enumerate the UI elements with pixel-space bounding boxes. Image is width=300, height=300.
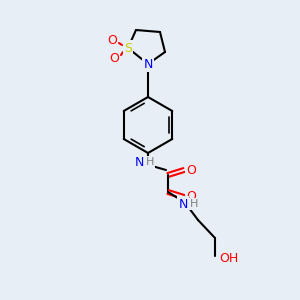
Text: O: O <box>107 34 117 46</box>
Text: H: H <box>146 157 154 167</box>
Text: S: S <box>124 41 132 55</box>
Text: N: N <box>178 197 188 211</box>
Text: O: O <box>186 164 196 176</box>
Text: O: O <box>186 190 196 203</box>
Text: O: O <box>109 52 119 64</box>
Text: N: N <box>134 155 144 169</box>
Text: H: H <box>190 199 198 209</box>
Text: N: N <box>143 58 153 70</box>
Text: OH: OH <box>219 251 238 265</box>
